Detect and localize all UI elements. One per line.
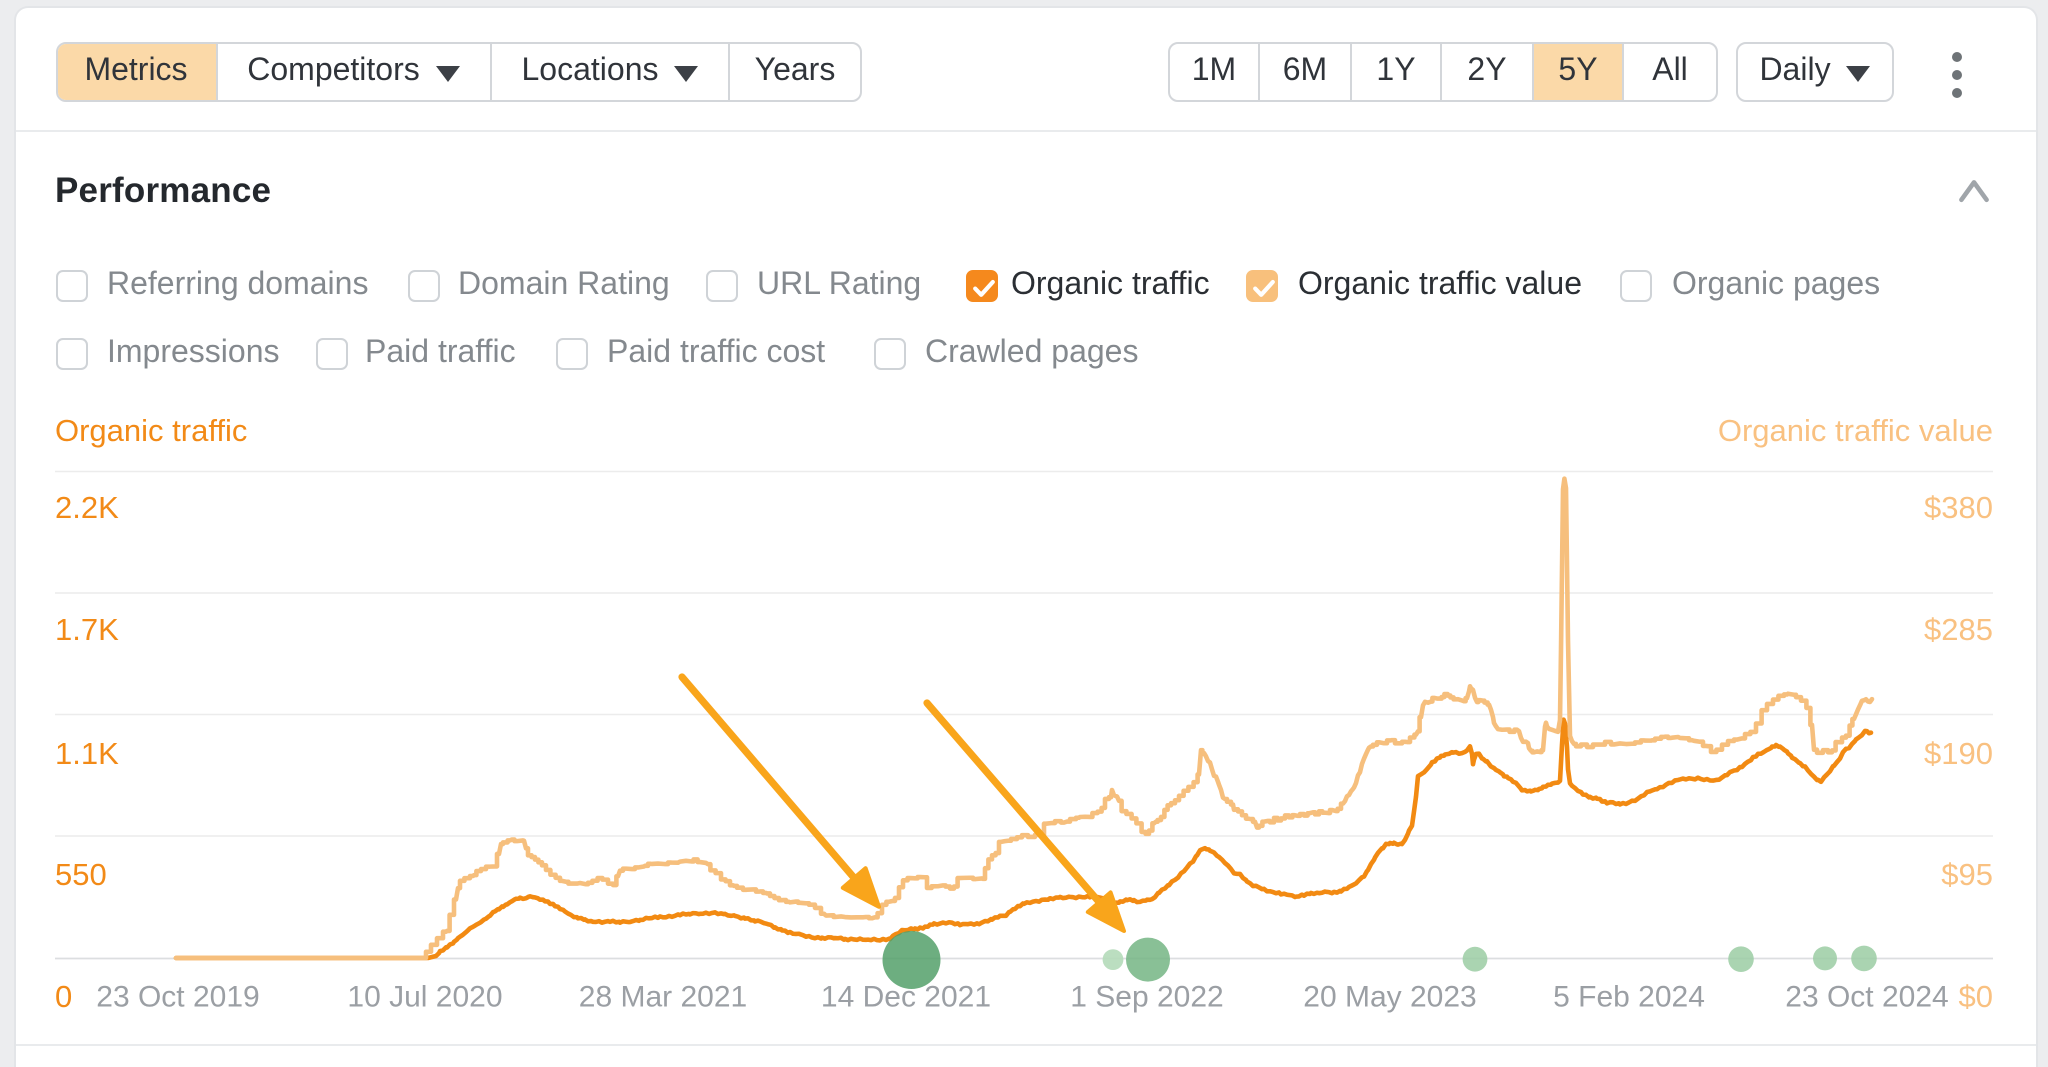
- svg-text:20 May 2023: 20 May 2023: [1303, 980, 1476, 1013]
- svg-text:1 Sep 2022: 1 Sep 2022: [1070, 980, 1223, 1013]
- svg-text:10 Jul 2020: 10 Jul 2020: [347, 980, 502, 1013]
- svg-text:5 Feb 2024: 5 Feb 2024: [1553, 980, 1705, 1013]
- svg-text:$285: $285: [1924, 612, 1993, 647]
- svg-text:28 Mar 2021: 28 Mar 2021: [579, 980, 747, 1013]
- svg-text:$0: $0: [1959, 979, 1993, 1014]
- svg-text:$380: $380: [1924, 490, 1993, 525]
- svg-text:0: 0: [55, 979, 72, 1014]
- svg-text:$95: $95: [1941, 857, 1993, 892]
- svg-text:23 Oct 2019: 23 Oct 2019: [96, 980, 259, 1013]
- svg-text:Organic traffic: Organic traffic: [55, 413, 247, 448]
- svg-text:Organic traffic value: Organic traffic value: [1718, 413, 1993, 448]
- svg-text:1.7K: 1.7K: [55, 612, 119, 647]
- svg-text:23 Oct 2024: 23 Oct 2024: [1785, 980, 1948, 1013]
- svg-text:$190: $190: [1924, 736, 1993, 771]
- svg-text:550: 550: [55, 857, 107, 892]
- svg-text:2.2K: 2.2K: [55, 490, 119, 525]
- svg-text:1.1K: 1.1K: [55, 736, 119, 771]
